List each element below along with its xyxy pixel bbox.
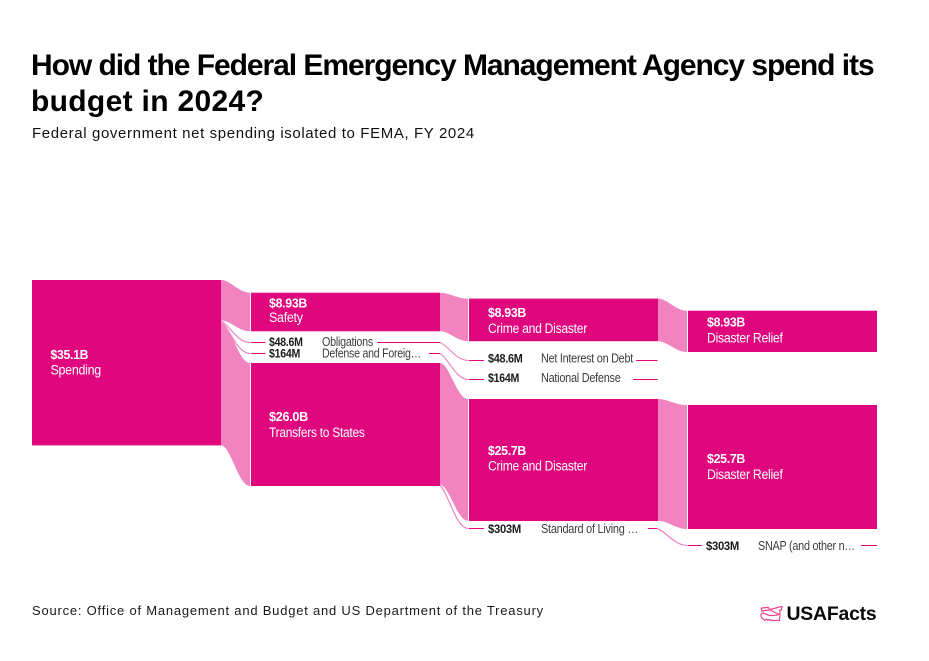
svg-text:Disaster Relief: Disaster Relief [707, 331, 783, 346]
svg-text:Transfers to States: Transfers to States [269, 425, 365, 440]
svg-text:$25.7B: $25.7B [488, 443, 526, 458]
svg-text:$35.1B: $35.1B [51, 347, 89, 362]
svg-text:Crime and Disaster: Crime and Disaster [488, 458, 588, 473]
svg-text:$8.93B: $8.93B [488, 305, 526, 320]
svg-text:$48.6M: $48.6M [488, 352, 523, 366]
svg-text:SNAP (and other n…: SNAP (and other n… [758, 538, 855, 553]
svg-text:$48.6M: $48.6M [269, 335, 303, 349]
svg-text:$8.93B: $8.93B [707, 315, 745, 330]
svg-text:$303M: $303M [706, 539, 739, 553]
svg-text:$303M: $303M [488, 522, 521, 536]
svg-text:Defense and Foreig…: Defense and Foreig… [322, 346, 421, 361]
svg-text:Net Interest on Debt: Net Interest on Debt [541, 351, 634, 366]
svg-text:Crime and Disaster: Crime and Disaster [488, 321, 588, 336]
svg-text:National Defense: National Defense [541, 370, 621, 385]
svg-text:Standard of Living …: Standard of Living … [541, 521, 638, 536]
svg-text:Safety: Safety [269, 310, 303, 325]
svg-text:USAFacts: USAFacts [787, 603, 877, 625]
svg-text:Obligations: Obligations [322, 334, 374, 349]
svg-text:$26.0B: $26.0B [269, 409, 308, 424]
svg-text:Disaster Relief: Disaster Relief [707, 467, 783, 482]
svg-text:$8.93B: $8.93B [269, 296, 307, 311]
svg-text:$25.7B: $25.7B [707, 451, 745, 466]
svg-text:Spending: Spending [51, 362, 101, 377]
svg-text:$164M: $164M [269, 347, 300, 361]
svg-text:$164M: $164M [488, 371, 519, 385]
